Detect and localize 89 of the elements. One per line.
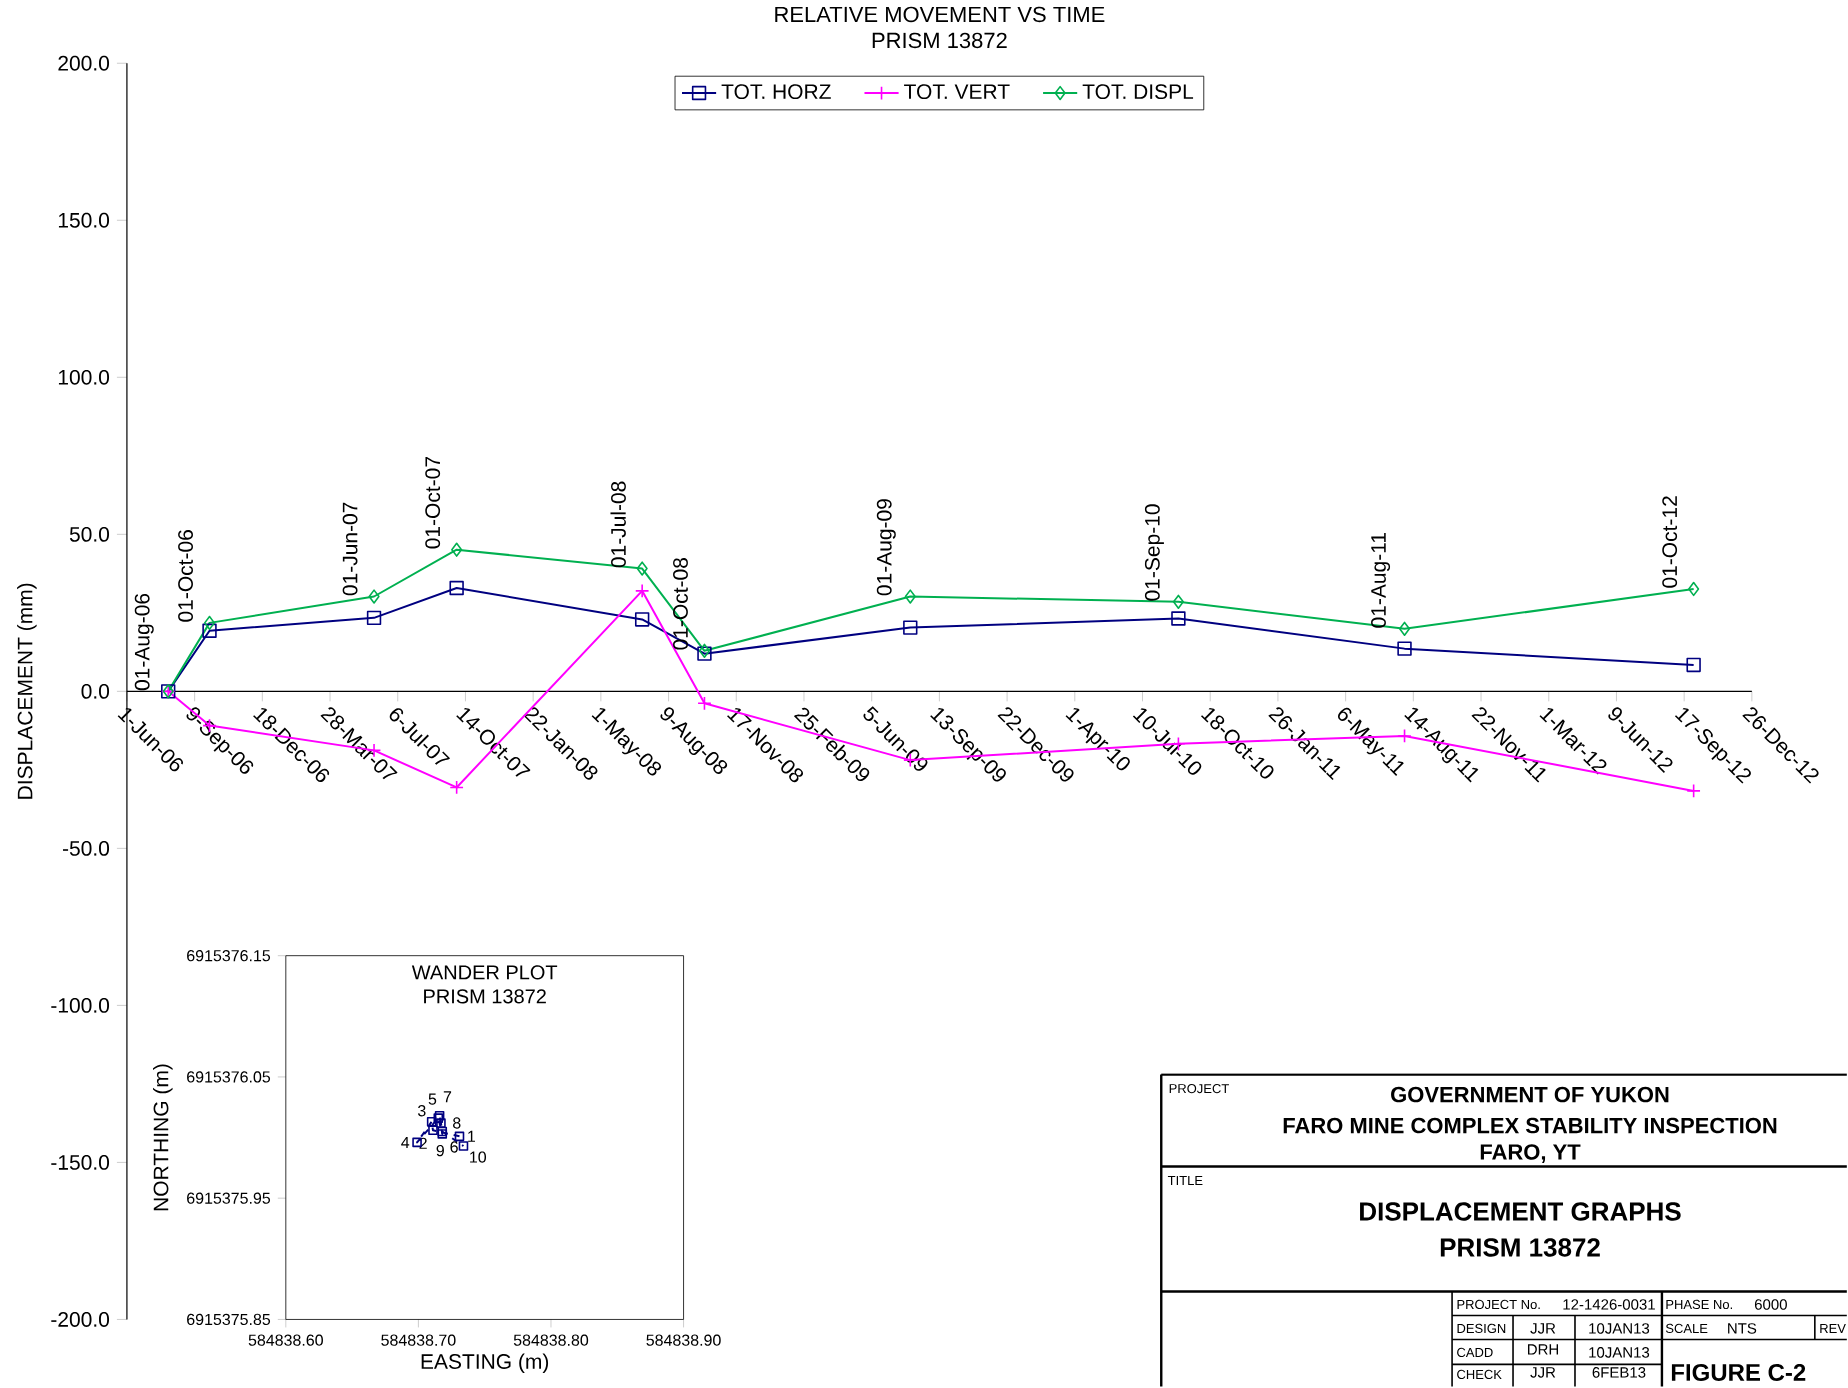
text: SCALE xyxy=(1665,1324,1708,1334)
chart-title: RELATIVE MOVEMENT VS TIME xyxy=(775,6,1105,23)
y-tick-label: 100.0 xyxy=(58,370,110,385)
annotation: 8 xyxy=(453,1117,461,1129)
annotation: 6 xyxy=(450,1141,458,1153)
annotation: 01-Jul-08 xyxy=(610,481,626,568)
text: 6000 xyxy=(1754,1299,1787,1310)
text: PRISM 13872 xyxy=(424,989,546,1004)
text: 10JAN13 xyxy=(1589,1347,1650,1358)
annotation: PHASE No. xyxy=(1666,1300,1732,1310)
annotation: 01-Oct-06 xyxy=(178,530,193,622)
y-axis-title: DISPLACEMENT (mm) xyxy=(17,583,37,799)
annotation: 01-Oct-12 xyxy=(1662,496,1678,588)
y-tick-label: -200.0 xyxy=(51,1312,110,1328)
text: CADD xyxy=(1457,1348,1493,1358)
annotation: 01-Aug-09 xyxy=(876,499,896,596)
annotation: 01-Jun-07 xyxy=(342,502,358,596)
x-tick-label: 584838.60 xyxy=(248,1334,323,1347)
point xyxy=(634,583,650,599)
annotation: FARO, YT xyxy=(1480,1144,1581,1164)
annotation: PROJECT No. xyxy=(1457,1300,1540,1310)
annotation: PROJECT xyxy=(1169,1084,1229,1094)
annotation: 9 xyxy=(436,1145,444,1157)
annotation: TITLE xyxy=(1167,1176,1203,1186)
x-tick-label: 584838.70 xyxy=(381,1334,456,1347)
text: JJR xyxy=(1530,1323,1556,1334)
point xyxy=(202,623,217,639)
x-tick-label: 584838.90 xyxy=(646,1334,721,1347)
annotation: FARO MINE COMPLEX STABILITY INSPECTION xyxy=(1283,1118,1777,1134)
y-tick-label: 6915376.05 xyxy=(187,1071,271,1083)
text: DESIGN xyxy=(1457,1324,1506,1334)
point xyxy=(634,612,650,627)
point xyxy=(368,589,380,604)
point xyxy=(1397,641,1412,657)
point xyxy=(1686,783,1701,799)
x-axis-title: EASTING (m) xyxy=(421,1353,549,1374)
annotation: 01-Aug-11 xyxy=(1371,533,1391,628)
text: JJR xyxy=(1530,1367,1556,1378)
annotation: 4 xyxy=(401,1137,410,1149)
annotation: 10 xyxy=(470,1151,487,1163)
text: NTS xyxy=(1728,1323,1757,1334)
text: CHECK xyxy=(1457,1370,1502,1380)
point xyxy=(203,615,216,631)
point xyxy=(1686,657,1701,673)
y-tick-label: 200.0 xyxy=(58,56,110,71)
text: 10JAN13 xyxy=(1589,1323,1650,1334)
point xyxy=(451,542,463,558)
legend-label: TOT. VERT xyxy=(904,84,1010,100)
text: FIGURE C-2 xyxy=(1671,1364,1806,1382)
text: REV xyxy=(1820,1324,1846,1334)
point xyxy=(449,581,464,596)
chart-subtitle: PRISM 13872 xyxy=(872,32,1007,49)
y-tick-label: 6915375.85 xyxy=(187,1313,271,1326)
annotation: PRISM 13872 xyxy=(1440,1238,1600,1257)
point xyxy=(1688,581,1700,597)
text: 6FEB13 xyxy=(1592,1367,1646,1378)
point xyxy=(1172,594,1184,610)
y-tick-label: 150.0 xyxy=(58,213,110,228)
point xyxy=(1171,611,1186,626)
y-tick-label: 0.0 xyxy=(81,684,110,699)
point xyxy=(903,620,918,635)
annotation: 01-Oct-08 xyxy=(673,558,688,650)
y-axis-title: NORTHING (m) xyxy=(153,1064,173,1211)
annotation: 01-Aug-06 xyxy=(134,594,154,691)
legend-label: TOT. DISPL xyxy=(1082,84,1194,100)
annotation: 3 xyxy=(417,1105,426,1117)
y-tick-label: -50.0 xyxy=(62,841,110,857)
text: DRH xyxy=(1527,1344,1559,1355)
chart-title: WANDER PLOT xyxy=(411,965,558,980)
annotation: 01-Oct-07 xyxy=(425,457,441,549)
y-tick-label: -150.0 xyxy=(51,1155,110,1171)
annotation: 5 xyxy=(428,1093,437,1105)
point xyxy=(636,561,648,576)
y-tick-label: 50.0 xyxy=(69,527,110,542)
annotation: GOVERNMENT OF YUKON xyxy=(1391,1087,1669,1103)
point xyxy=(904,589,916,604)
point xyxy=(449,780,464,795)
annotation: 7 xyxy=(443,1091,452,1103)
annotation: 01-Sep-10 xyxy=(1144,504,1164,601)
annotation: 12-1426-0031 xyxy=(1563,1299,1655,1310)
annotation: 1 xyxy=(468,1131,476,1143)
y-tick-label: -100.0 xyxy=(51,998,110,1014)
annotation: DISPLACEMENT GRAPHS xyxy=(1360,1202,1681,1221)
x-tick-label: 584838.80 xyxy=(513,1334,589,1347)
y-tick-label: 6915375.95 xyxy=(187,1192,271,1205)
legend-label: TOT. HORZ xyxy=(721,84,831,100)
point xyxy=(1398,621,1411,637)
point xyxy=(366,610,382,626)
y-tick-label: 6915376.15 xyxy=(187,950,271,962)
